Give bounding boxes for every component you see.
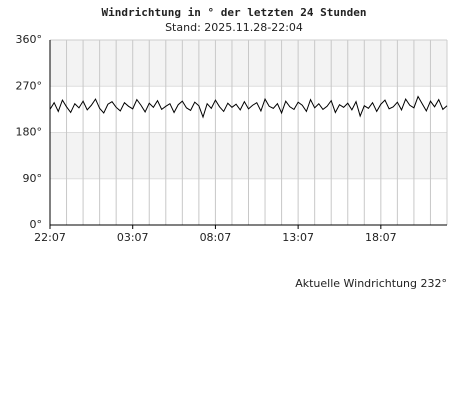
y-tick-label: 360° xyxy=(16,33,43,46)
line xyxy=(49,95,448,119)
x-tick-label: 13:07 xyxy=(282,231,314,244)
chart-subtitle: Stand: 2025.11.28-22:04 xyxy=(165,21,303,34)
x-tick-label: 08:07 xyxy=(200,231,232,244)
x-tick-label: 22:07 xyxy=(34,231,66,244)
annotation: Aktuelle Windrichtung 232° xyxy=(295,277,447,290)
y-tick-label: 180° xyxy=(16,126,43,139)
y-tick-label: 90° xyxy=(23,172,43,185)
x-tick-label: 18:07 xyxy=(365,231,397,244)
y-tick-label: 270° xyxy=(16,79,43,92)
y-tick-label: 0° xyxy=(30,218,43,231)
x-tick-label: 03:07 xyxy=(117,231,149,244)
chart-title: Windrichtung in ° der letzten 24 Stunden xyxy=(102,6,367,19)
